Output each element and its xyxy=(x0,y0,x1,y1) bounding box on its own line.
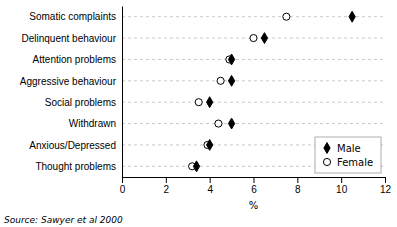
grid-line xyxy=(122,80,385,81)
x-tick-label: 8 xyxy=(295,184,301,195)
x-tick-label: 0 xyxy=(120,184,126,195)
point xyxy=(193,161,199,172)
y-tick: Anxious/Depressed xyxy=(29,140,122,151)
x-tick: 0 xyxy=(120,177,126,195)
x-axis: 0 2 4 6 8 10 12 xyxy=(120,177,392,195)
legend-label: Female xyxy=(337,157,373,168)
x-tick-label: 4 xyxy=(207,184,213,195)
y-tick-label: Withdrawn xyxy=(69,118,116,129)
x-tick-mark xyxy=(385,177,386,183)
legend-symbol xyxy=(323,158,330,165)
legend-symbol xyxy=(324,143,330,154)
point xyxy=(217,77,224,84)
y-axis: Somatic complaints Delinquent behaviour At… xyxy=(20,7,123,178)
x-tick-label: 10 xyxy=(336,184,348,195)
point xyxy=(228,54,234,65)
x-tick-mark xyxy=(166,177,167,183)
point xyxy=(261,33,267,44)
y-axis-line xyxy=(122,7,123,178)
legend-frame xyxy=(315,137,381,173)
x-tick-label: 12 xyxy=(380,184,392,195)
y-tick-label: Somatic complaints xyxy=(29,11,116,22)
y-tick-label: Anxious/Depressed xyxy=(29,140,116,151)
point xyxy=(207,97,213,108)
x-tick-mark xyxy=(297,177,298,183)
plot: 0 2 4 6 8 10 12 Somatic complaints Delinquent be… xyxy=(20,7,392,196)
grid-line xyxy=(122,123,385,124)
y-tick: Social problems xyxy=(45,97,122,108)
y-tick: Thought problems xyxy=(35,161,122,172)
x-tick-label: 6 xyxy=(251,184,257,195)
y-tick: Delinquent behaviour xyxy=(21,33,122,44)
x-tick: 10 xyxy=(336,177,348,195)
y-tick-label: Thought problems xyxy=(35,161,116,172)
legend-label: Male xyxy=(337,143,361,154)
grid-line xyxy=(122,102,385,103)
y-tick: Attention problems xyxy=(33,54,122,65)
x-tick-mark xyxy=(254,177,255,183)
point xyxy=(228,118,234,129)
x-tick-mark xyxy=(210,177,211,183)
point xyxy=(283,13,290,20)
point xyxy=(349,11,355,22)
y-tick-label: Attention problems xyxy=(33,54,116,65)
legend: Male Female xyxy=(315,137,381,173)
y-tick-label: Aggressive behaviour xyxy=(20,76,117,87)
chart: 0 2 4 6 8 10 12 Somatic complaints Delinquent be… xyxy=(0,0,397,227)
grid-line xyxy=(122,16,385,17)
point xyxy=(228,75,234,86)
x-tick-mark xyxy=(122,177,123,183)
x-tick-label: 2 xyxy=(164,184,170,195)
x-tick: 4 xyxy=(207,177,213,195)
x-tick: 6 xyxy=(251,177,257,195)
y-tick: Withdrawn xyxy=(69,118,122,129)
x-tick: 8 xyxy=(295,177,301,195)
y-tick: Aggressive behaviour xyxy=(20,76,122,87)
x-axis-line xyxy=(123,178,386,184)
y-tick-label: Delinquent behaviour xyxy=(21,33,116,44)
marks xyxy=(122,11,385,171)
point xyxy=(250,34,257,41)
y-tick-label: Social problems xyxy=(45,97,116,108)
point xyxy=(215,120,222,127)
x-axis-title: % xyxy=(249,200,259,211)
y-tick: Somatic complaints xyxy=(29,11,122,22)
grid-line xyxy=(122,59,385,60)
point xyxy=(207,140,213,151)
x-tick: 12 xyxy=(380,177,392,195)
x-tick: 2 xyxy=(164,177,170,195)
x-tick-mark xyxy=(341,177,342,183)
annotation: Source: Sawyer et al 2000 xyxy=(4,215,123,225)
point xyxy=(195,99,202,106)
